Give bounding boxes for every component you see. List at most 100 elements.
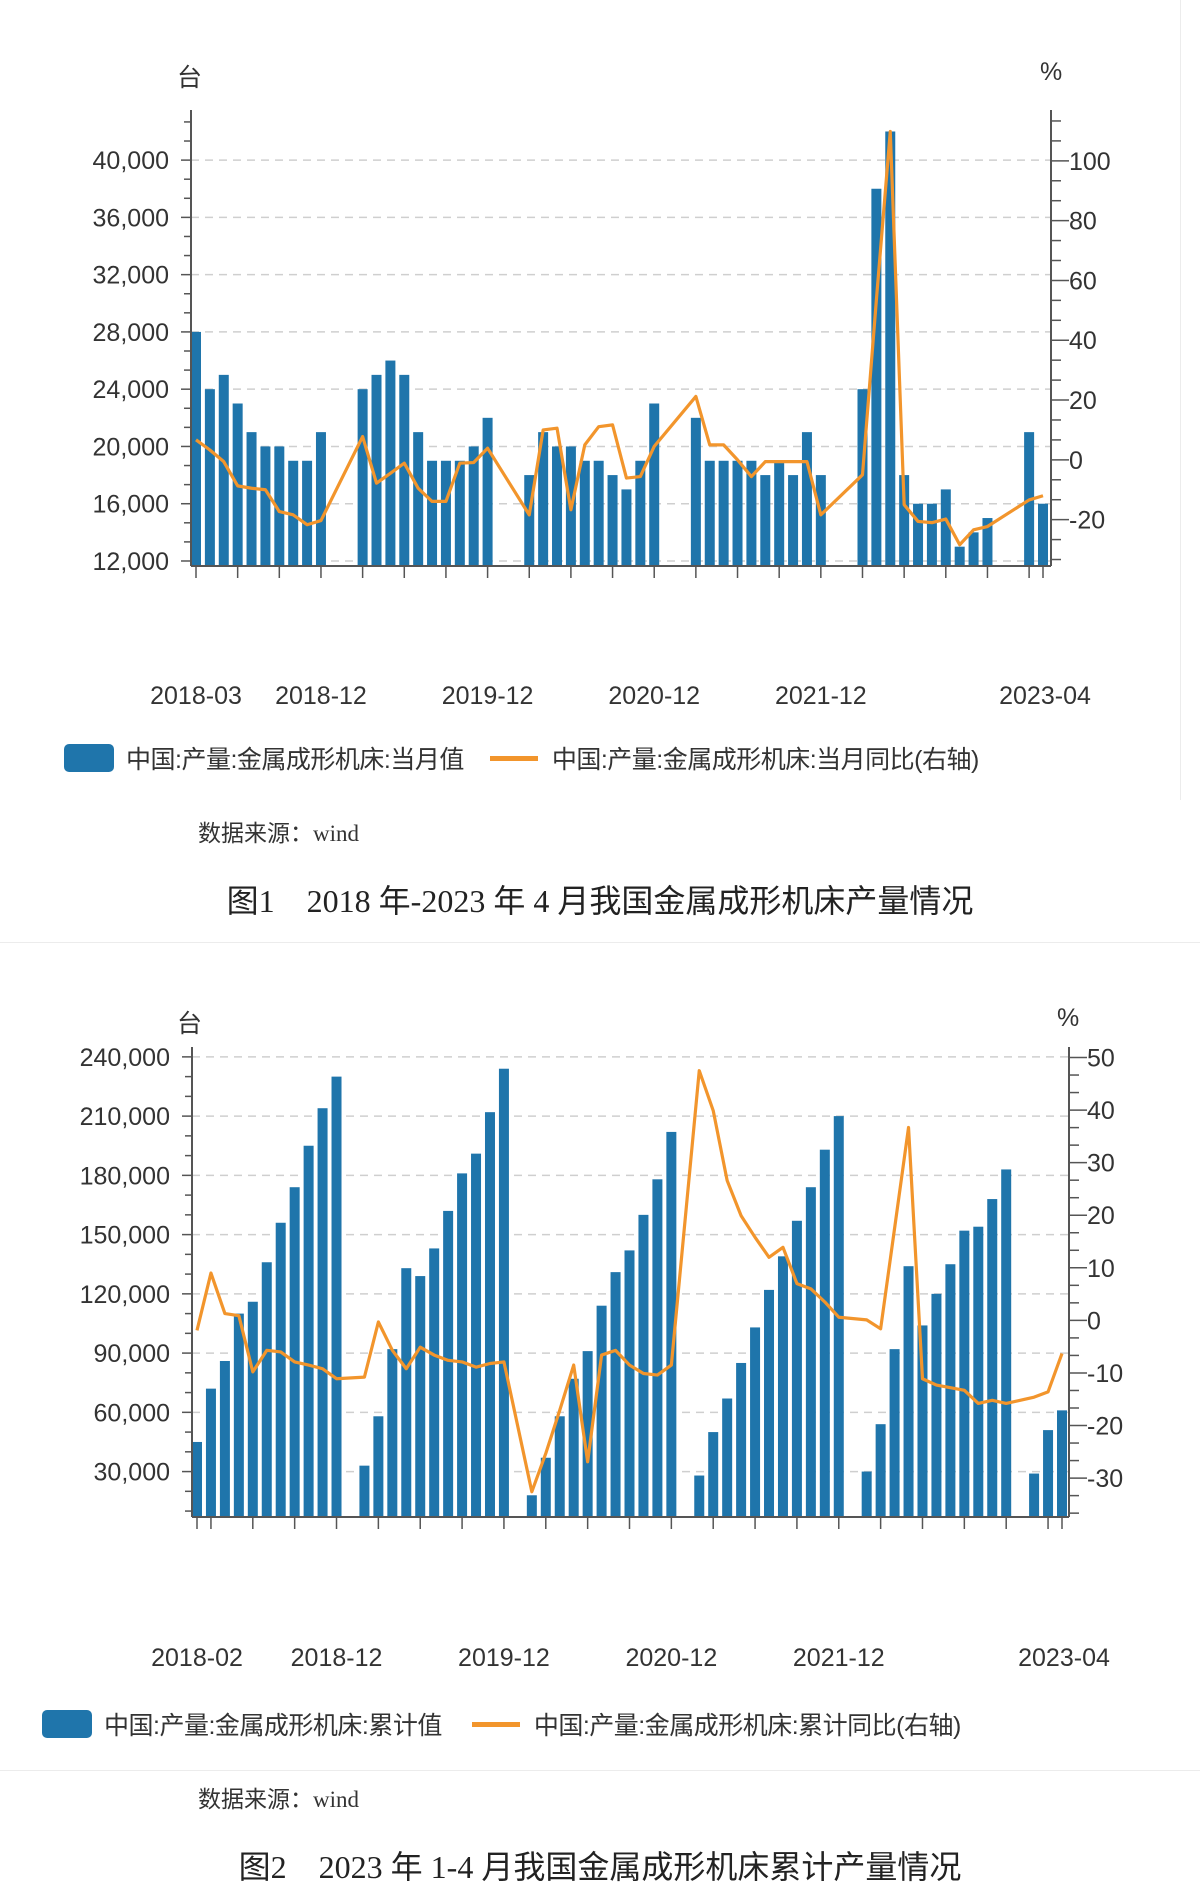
- chart-1-monthly-production: 12,00016,00020,00024,00028,00032,00036,0…: [93, 110, 1111, 710]
- right-tick-label: 10: [1087, 1255, 1115, 1283]
- bar-2021-04: [705, 461, 715, 566]
- bar-2020-07: [597, 1306, 607, 1517]
- bar-2021-11: [802, 432, 812, 566]
- bar-2019-05: [385, 361, 395, 566]
- bar-2019-03: [358, 389, 368, 566]
- chart-1-legend: 中国:产量:金属成形机床:当月值 中国:产量:金属成形机床:当月同比(右轴): [64, 740, 979, 776]
- bar-2019-04: [387, 1349, 397, 1517]
- bar-2021-02: [694, 1476, 704, 1517]
- right-tick-label: 0: [1087, 1307, 1101, 1335]
- bar-2020-05: [552, 446, 562, 566]
- right-tick-label: -20: [1087, 1413, 1123, 1441]
- x-tick-label: 2018-12: [275, 682, 367, 710]
- bar-2021-03: [708, 1432, 718, 1517]
- right-tick-label: 40: [1069, 327, 1097, 355]
- left-tick-label: 40,000: [93, 147, 169, 175]
- left-tick-label: 24,000: [93, 376, 169, 404]
- bar-2022-02: [862, 1472, 872, 1517]
- bar-2018-12: [316, 432, 326, 566]
- bar-2022-07: [931, 1294, 941, 1517]
- legend-bar-label: 中国:产量:金属成形机床:当月值: [126, 740, 464, 776]
- bar-2023-02: [1029, 1474, 1039, 1517]
- bar-2018-12: [332, 1077, 342, 1517]
- bar-2020-09: [625, 1250, 635, 1517]
- bar-2023-04: [1038, 504, 1048, 566]
- bar-2020-08: [611, 1272, 621, 1517]
- bar-2020-07: [580, 461, 590, 566]
- bar-2021-04: [722, 1399, 732, 1517]
- bar-2022-08: [927, 504, 937, 566]
- x-tick-label: 2023-04: [999, 682, 1091, 710]
- bar-2019-09: [457, 1173, 467, 1517]
- bar-2019-07: [429, 1248, 439, 1517]
- bar-2019-12: [483, 418, 493, 566]
- bar-2019-08: [443, 1211, 453, 1517]
- x-tick-label: 2020-12: [608, 682, 700, 710]
- x-tick-label: 2020-12: [625, 1644, 717, 1672]
- left-tick-label: 60,000: [94, 1399, 170, 1427]
- x-tick-label: 2018-02: [151, 1644, 243, 1672]
- bar-2020-10: [638, 1215, 648, 1517]
- chart-2-cumulative-production: 30,00060,00090,000120,000150,000180,0002…: [80, 1044, 1124, 1672]
- x-tick-label: 2019-12: [442, 682, 534, 710]
- legend-line-label: 中国:产量:金属成形机床:累计同比(右轴): [534, 1706, 961, 1742]
- left-tick-label: 36,000: [93, 204, 169, 232]
- bar-2018-06: [248, 1302, 258, 1517]
- right-divider: [1180, 0, 1181, 800]
- right-tick-label: 50: [1087, 1045, 1115, 1073]
- bar-2020-10: [621, 489, 631, 566]
- left-tick-label: 32,000: [93, 262, 169, 290]
- right-tick-label: 20: [1087, 1202, 1115, 1230]
- bar-2018-05: [234, 1314, 244, 1517]
- bar-2018-04: [205, 389, 215, 566]
- left-tick-label: 30,000: [94, 1459, 170, 1487]
- bar-2019-12: [499, 1069, 509, 1517]
- bar-2018-04: [220, 1361, 230, 1517]
- bar-2021-10: [788, 475, 798, 566]
- bar-2018-10: [304, 1146, 314, 1517]
- bar-2021-06: [750, 1327, 760, 1517]
- bar-2021-09: [792, 1221, 802, 1517]
- legend-line-label: 中国:产量:金属成形机床:当月同比(右轴): [552, 740, 979, 776]
- bar-2019-06: [415, 1276, 425, 1517]
- left-tick-label: 180,000: [80, 1162, 170, 1190]
- bar-2022-03: [876, 1424, 886, 1517]
- left-tick-label: 240,000: [80, 1044, 170, 1072]
- right-tick-label: -30: [1087, 1465, 1123, 1493]
- bar-2022-04: [890, 1349, 900, 1517]
- bar-2018-08: [276, 1223, 286, 1517]
- bar-2018-07: [262, 1262, 272, 1517]
- left-tick-label: 16,000: [93, 491, 169, 519]
- bar-2019-03: [373, 1416, 383, 1517]
- right-tick-label: 80: [1069, 208, 1097, 236]
- bar-2022-07: [913, 504, 923, 566]
- bar-2019-07: [413, 432, 423, 566]
- figure-1-caption: 图1 2018 年-2023 年 4 月我国金属成形机床产量情况: [0, 876, 1200, 922]
- bar-2018-03: [206, 1389, 216, 1517]
- bar-2018-11: [318, 1108, 328, 1517]
- legend-bar-swatch: [64, 744, 114, 772]
- bar-2020-09: [608, 475, 618, 566]
- figure-2-caption: 图2 2023 年 1-4 月我国金属成形机床累计产量情况: [0, 1842, 1200, 1888]
- bar-2021-10: [806, 1187, 816, 1517]
- right-tick-label: -10: [1087, 1360, 1123, 1388]
- source-divider: [0, 1770, 1200, 1771]
- x-tick-label: 2021-12: [793, 1644, 885, 1672]
- bar-2021-07: [764, 1290, 774, 1517]
- bar-2019-08: [427, 461, 437, 566]
- bar-2021-11: [820, 1150, 830, 1517]
- bar-2021-05: [719, 461, 729, 566]
- legend-line-swatch: [472, 1722, 520, 1727]
- bar-2019-02: [359, 1466, 369, 1517]
- bar-2022-10: [973, 1227, 983, 1517]
- bar-2022-08: [945, 1264, 955, 1517]
- left-tick-label: 20,000: [93, 433, 169, 461]
- bar-2021-09: [774, 461, 784, 566]
- bar-2023-03: [1043, 1430, 1053, 1517]
- bar-2018-11: [302, 461, 312, 566]
- left-tick-label: 210,000: [80, 1103, 170, 1131]
- bar-2020-02: [527, 1495, 537, 1517]
- chart-1-left-unit: 台: [177, 58, 202, 94]
- x-tick-label: 2019-12: [458, 1644, 550, 1672]
- left-tick-label: 120,000: [80, 1281, 170, 1309]
